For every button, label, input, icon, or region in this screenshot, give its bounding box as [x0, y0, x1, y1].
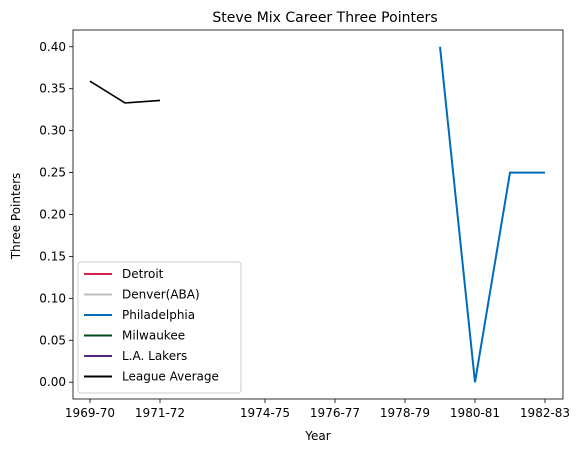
x-tick-label: 1976-77 — [310, 406, 360, 420]
y-tick-label: 0.10 — [39, 291, 66, 305]
legend: Detroit Denver(ABA) Philadelphia Milwaukee L… — [77, 261, 242, 394]
y-tick-label: 0.35 — [39, 82, 66, 96]
x-tick-label: 1978-79 — [380, 406, 430, 420]
series-line-league-average — [89, 80, 161, 104]
legend-label-denver-aba: Denver(ABA) — [122, 288, 200, 302]
y-tick-label: 0.05 — [39, 333, 66, 347]
series-line-philadelphia — [439, 46, 545, 383]
legend-label-milwaukee: Milwaukee — [122, 329, 185, 343]
x-axis-label: Year — [304, 429, 330, 443]
legend-label-league-average: League Average — [122, 370, 219, 384]
y-tick-label: 0.30 — [39, 124, 66, 138]
legend-label-l-a-lakers: L.A. Lakers — [122, 349, 187, 363]
y-tick-label: 0.00 — [39, 375, 66, 389]
x-tick-label: 1971-72 — [135, 406, 185, 420]
y-tick-label: 0.40 — [39, 40, 66, 54]
x-tick-label: 1980-81 — [450, 406, 500, 420]
y-axis-label: Three Pointers — [9, 173, 23, 261]
chart-title: Steve Mix Career Three Pointers — [212, 10, 437, 26]
legend-label-philadelphia: Philadelphia — [122, 308, 195, 322]
y-tick-label: 0.15 — [39, 249, 66, 263]
y-tick-label: 0.20 — [39, 208, 66, 222]
x-tick-label: 1982-83 — [520, 406, 570, 420]
legend-label-detroit: Detroit — [122, 267, 164, 281]
y-tick-label: 0.25 — [39, 166, 66, 180]
x-tick-label: 1969-70 — [65, 406, 115, 420]
plot-area: 0.00 0.05 0.10 0.15 0.20 0.25 0.30 0.35 0.40 1969… — [39, 29, 570, 420]
x-tick-label: 1974-75 — [240, 406, 290, 420]
legend-box — [77, 261, 242, 394]
